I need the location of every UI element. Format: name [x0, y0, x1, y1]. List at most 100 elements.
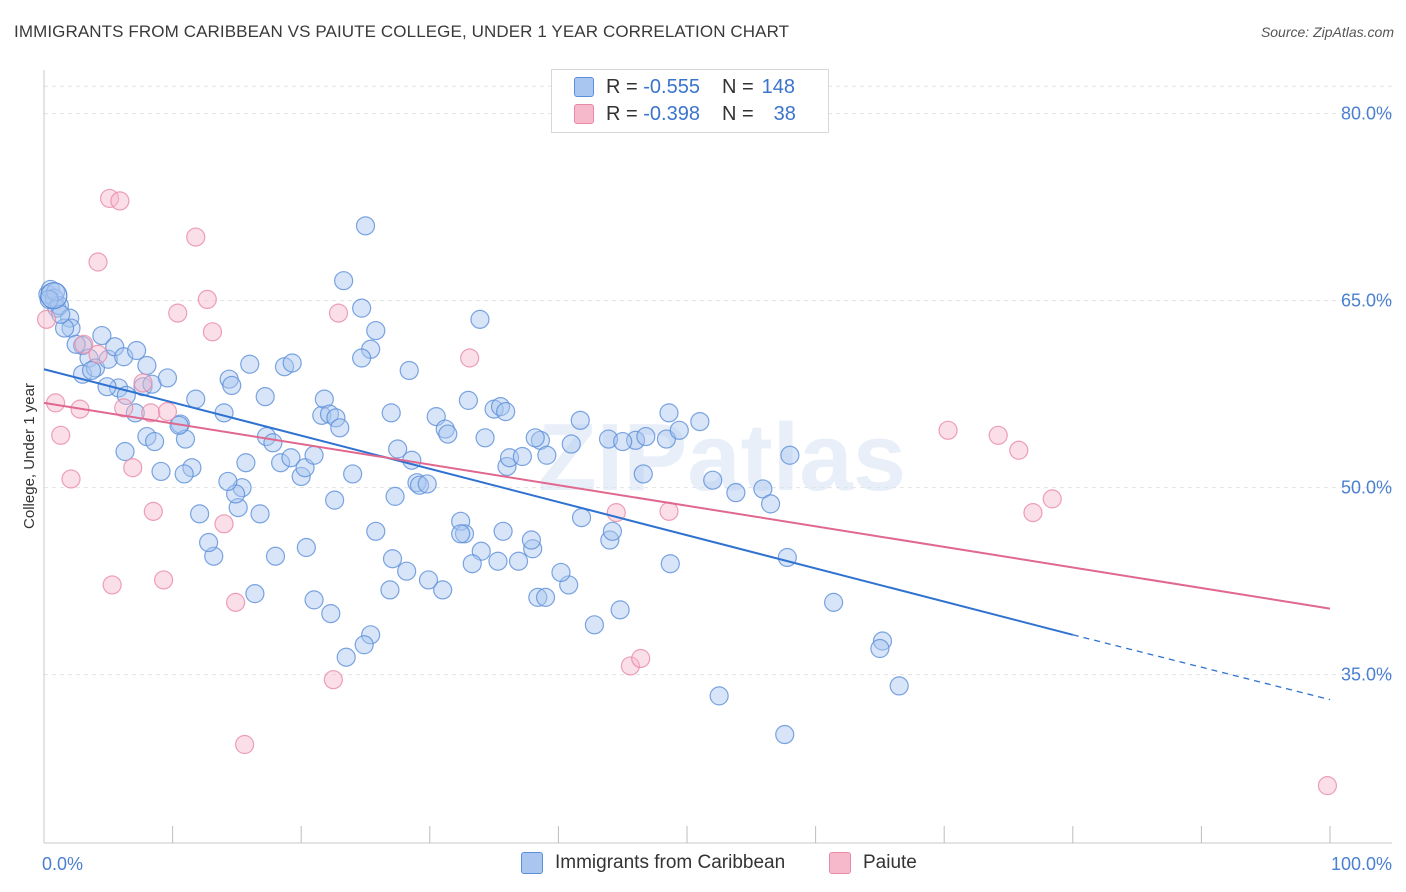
data-point — [690, 411, 710, 432]
data-point — [66, 334, 86, 354]
data-point — [157, 402, 178, 422]
data-point — [343, 464, 363, 484]
data-point — [561, 434, 581, 454]
data-point — [323, 670, 343, 690]
data-point — [72, 335, 93, 356]
data-point — [40, 282, 68, 310]
data-point — [571, 507, 592, 528]
data-point — [528, 587, 548, 607]
data-point — [433, 580, 453, 600]
data-point — [1023, 503, 1043, 523]
data-point — [1317, 776, 1338, 796]
data-point — [598, 429, 619, 449]
data-point — [602, 521, 623, 541]
y-tick-label: 35.0% — [1341, 665, 1392, 685]
data-point — [304, 445, 324, 465]
data-point — [872, 631, 893, 651]
r-label: R = — [606, 75, 638, 98]
y-tick-label: 65.0% — [1341, 291, 1392, 311]
data-point — [777, 547, 797, 568]
data-point — [236, 453, 256, 473]
legend-label-caribbean: Immigrants from Caribbean — [555, 852, 786, 873]
trend-layer — [43, 368, 1331, 701]
data-point — [157, 368, 178, 388]
data-point — [636, 426, 656, 447]
data-point — [102, 575, 122, 595]
legend-item-caribbean[interactable]: Immigrants from Caribbean — [521, 852, 785, 874]
data-point — [397, 561, 417, 581]
data-point — [361, 625, 381, 645]
data-point — [613, 431, 633, 452]
data-point — [726, 483, 746, 503]
data-point — [226, 592, 246, 612]
watermark: ZIPatlas — [538, 404, 906, 511]
data-point — [336, 647, 356, 667]
data-point — [460, 348, 480, 368]
data-point — [281, 448, 301, 468]
legend-row-paiute: R = -0.398 N = 38 — [574, 102, 796, 126]
data-point — [245, 584, 265, 604]
data-point — [382, 549, 403, 569]
data-point — [889, 676, 909, 696]
data-point — [780, 445, 800, 465]
data-point — [81, 360, 102, 381]
data-point — [508, 551, 529, 571]
data-point — [753, 479, 773, 499]
data-point — [328, 303, 349, 323]
r-label: R = — [606, 102, 638, 125]
data-point — [88, 344, 108, 364]
data-point — [388, 439, 408, 459]
data-point — [709, 686, 729, 706]
data-point — [199, 532, 219, 553]
data-point — [521, 530, 541, 550]
data-point — [525, 428, 545, 448]
data-point — [182, 458, 202, 478]
legend-swatch-caribbean — [521, 852, 543, 874]
data-point — [1009, 440, 1029, 460]
data-point — [51, 425, 71, 445]
n-label: N = — [721, 102, 754, 125]
x-tick-label: 0.0% — [42, 854, 83, 874]
data-point — [462, 554, 482, 574]
data-point — [354, 635, 374, 655]
chart-title: IMMIGRANTS FROM CARIBBEAN VS PAIUTE COLL… — [14, 22, 790, 41]
data-point — [202, 322, 223, 342]
data-point — [366, 320, 386, 341]
x-tick-label: 100.0% — [1331, 854, 1392, 874]
data-point — [314, 389, 334, 409]
data-point — [355, 216, 376, 236]
r-value: -0.398 — [643, 102, 700, 125]
data-point — [438, 424, 458, 444]
trend-line-paiute — [43, 401, 1331, 610]
data-point — [409, 475, 430, 495]
legend-item-paiute[interactable]: Paiute — [829, 852, 917, 874]
legend-series: Immigrants from Caribbean Paiute — [0, 852, 1406, 876]
ticks: 35.0% 50.0% 65.0% 80.0% 0.0% 100.0% — [42, 104, 1392, 874]
n-label: N = — [721, 75, 754, 98]
n-value: 38 — [773, 102, 796, 125]
data-point — [760, 494, 781, 514]
y-axis-title: College, Under 1 year — [21, 383, 38, 529]
data-point — [988, 425, 1008, 445]
data-point — [97, 377, 117, 397]
data-point — [366, 521, 386, 541]
data-point — [250, 504, 270, 524]
data-point — [458, 390, 478, 410]
data-point — [265, 546, 286, 566]
data-point — [633, 464, 653, 484]
data-point — [186, 389, 206, 409]
legend-swatch-paiute — [829, 852, 851, 874]
data-point — [537, 445, 557, 465]
data-point — [488, 551, 508, 571]
data-point — [620, 656, 641, 676]
data-point — [330, 418, 350, 438]
data-point — [282, 353, 302, 373]
data-point — [143, 501, 163, 521]
data-point — [110, 191, 130, 211]
data-point — [417, 474, 437, 494]
data-point — [190, 504, 210, 524]
data-point — [133, 373, 153, 393]
data-point — [475, 428, 495, 448]
data-point — [114, 398, 134, 418]
data-point — [325, 490, 345, 510]
